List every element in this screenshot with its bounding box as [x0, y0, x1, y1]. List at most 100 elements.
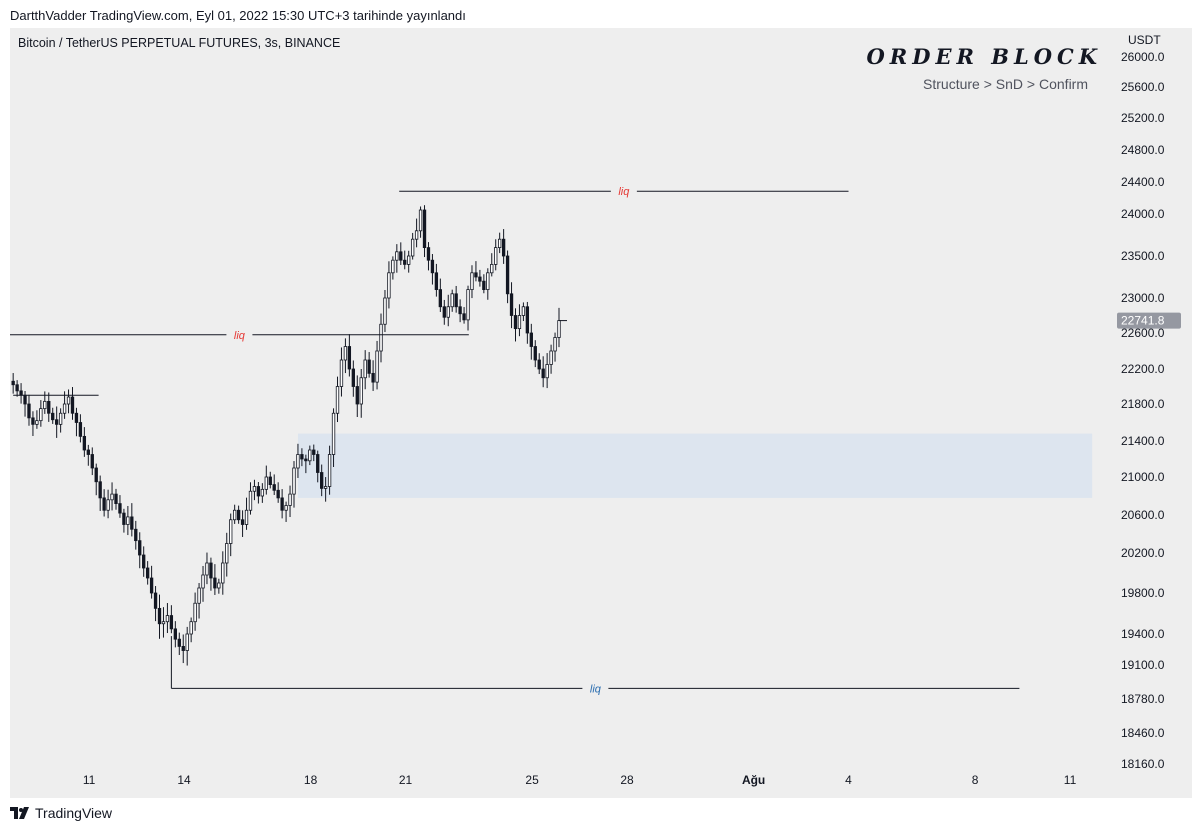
candle-body	[149, 577, 154, 594]
candle-body	[58, 412, 63, 425]
candle-body	[74, 412, 79, 423]
price-axis-tick: 19100.0	[1121, 658, 1165, 672]
candle-body	[537, 359, 541, 370]
candle-body	[110, 493, 114, 501]
order-block-zone[interactable]	[297, 433, 1093, 498]
time-axis-tick: 21	[399, 773, 413, 787]
candle-body	[15, 384, 19, 392]
candle-body	[312, 449, 316, 455]
candle-body	[335, 386, 340, 414]
candle-body	[31, 417, 35, 425]
publish-header: DartthVadder TradingView.com, Eyl 01, 20…	[10, 8, 466, 23]
candle-body	[102, 497, 106, 511]
footer-brand[interactable]: TradingView	[10, 805, 112, 821]
price-axis-tick: 19800.0	[1121, 586, 1165, 600]
candle-body	[82, 435, 87, 451]
candle-body	[367, 359, 371, 374]
candle-body	[375, 350, 379, 383]
price-axis-tick: 23500.0	[1121, 249, 1165, 263]
candle-body	[347, 346, 352, 370]
candle-body	[371, 372, 375, 383]
candle-body	[55, 419, 59, 425]
candle-body	[422, 209, 427, 248]
candle-body	[327, 454, 332, 487]
liquidity-label: liq	[590, 683, 602, 695]
candle-body	[482, 280, 486, 290]
candle-body	[126, 516, 130, 525]
last-price-label-bg	[1117, 312, 1181, 329]
liquidity-label: liq	[618, 186, 630, 198]
candle-body	[145, 567, 150, 579]
chart-frame[interactable]: liq liq liq 22741.8 USDT 26000.0 25600.0 25200.…	[10, 28, 1192, 798]
candle-body	[98, 481, 102, 499]
candle-body	[130, 516, 134, 530]
candle-body	[323, 486, 328, 489]
candle-body	[533, 346, 537, 361]
time-axis-tick: 11	[83, 773, 96, 787]
price-axis-tick: 22600.0	[1121, 326, 1165, 340]
candle-body	[407, 255, 411, 265]
candle-body	[541, 368, 545, 379]
candle-body	[268, 476, 272, 485]
candlestick-chart[interactable]: liq liq liq 22741.8 USDT 26000.0 25600.0 25200.…	[10, 28, 1192, 798]
liquidity-label-bg	[226, 328, 253, 341]
candle-body	[414, 230, 419, 240]
candle-body	[213, 577, 217, 589]
price-axis-tick: 19400.0	[1121, 627, 1165, 641]
time-axis-tick: 18	[304, 773, 318, 787]
candle-body	[193, 602, 197, 623]
candle-body	[153, 592, 158, 609]
candle-body	[331, 412, 336, 455]
symbol-title: Bitcoin / TetherUS PERPETUAL FUTURES, 3s…	[18, 36, 341, 50]
candle-body	[478, 276, 482, 282]
candle-body	[450, 293, 454, 308]
candle-body	[399, 251, 403, 261]
liquidity-label-bg	[582, 682, 609, 695]
candle-body	[94, 467, 98, 483]
candle-body	[280, 497, 284, 511]
candle-body	[501, 238, 506, 257]
candle-body	[288, 493, 292, 506]
candle-body	[118, 503, 122, 514]
liquidity-label: liq	[234, 330, 246, 342]
candle-body	[134, 528, 138, 542]
candle-body	[355, 386, 359, 405]
candle-body	[90, 454, 94, 469]
candle-body	[236, 509, 241, 521]
candle-body	[442, 306, 446, 318]
candle-body	[11, 380, 15, 386]
price-axis-tick: 20600.0	[1121, 508, 1165, 522]
liquidity-label-bg	[610, 185, 637, 198]
candle-body	[292, 467, 296, 495]
candle-body	[557, 320, 561, 338]
candle-body	[403, 259, 407, 265]
candle-body	[486, 272, 490, 291]
price-axis-tick: 22200.0	[1121, 362, 1165, 376]
candle-body	[549, 350, 553, 365]
candle-body	[165, 615, 170, 623]
candle-body	[521, 306, 526, 316]
candle-body	[458, 306, 462, 315]
candle-body	[78, 422, 83, 437]
candle-body	[47, 400, 51, 414]
candle-body	[513, 315, 518, 330]
price-axis-tick: 21800.0	[1121, 397, 1165, 411]
price-axis-tick: 24800.0	[1121, 143, 1165, 157]
candle-body	[221, 562, 225, 584]
candle-body	[86, 449, 90, 455]
candle-body	[454, 293, 458, 308]
candle-body	[545, 364, 549, 379]
candle-body	[316, 454, 320, 473]
candle-body	[391, 259, 395, 274]
price-axis-tick: 26000.0	[1121, 50, 1165, 64]
candle-body	[189, 621, 193, 635]
candle-body	[161, 621, 166, 625]
candle-body	[553, 337, 557, 352]
candle-body	[474, 272, 478, 278]
candle-body	[320, 472, 324, 489]
candle-body	[494, 247, 498, 265]
candle-body	[383, 297, 387, 325]
candle-body	[490, 263, 494, 274]
candle-body	[308, 449, 312, 462]
time-axis-tick: 14	[177, 773, 191, 787]
